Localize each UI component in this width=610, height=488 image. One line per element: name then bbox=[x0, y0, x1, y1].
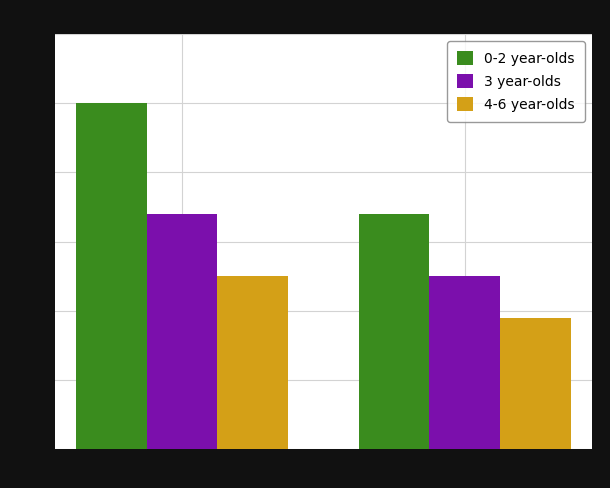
Bar bbox=[217, 276, 288, 449]
Bar bbox=[429, 276, 500, 449]
Bar bbox=[500, 318, 570, 449]
Bar bbox=[76, 103, 147, 449]
Legend: 0-2 year-olds, 3 year-olds, 4-6 year-olds: 0-2 year-olds, 3 year-olds, 4-6 year-old… bbox=[447, 41, 585, 122]
Bar bbox=[359, 214, 429, 449]
Bar bbox=[147, 214, 217, 449]
